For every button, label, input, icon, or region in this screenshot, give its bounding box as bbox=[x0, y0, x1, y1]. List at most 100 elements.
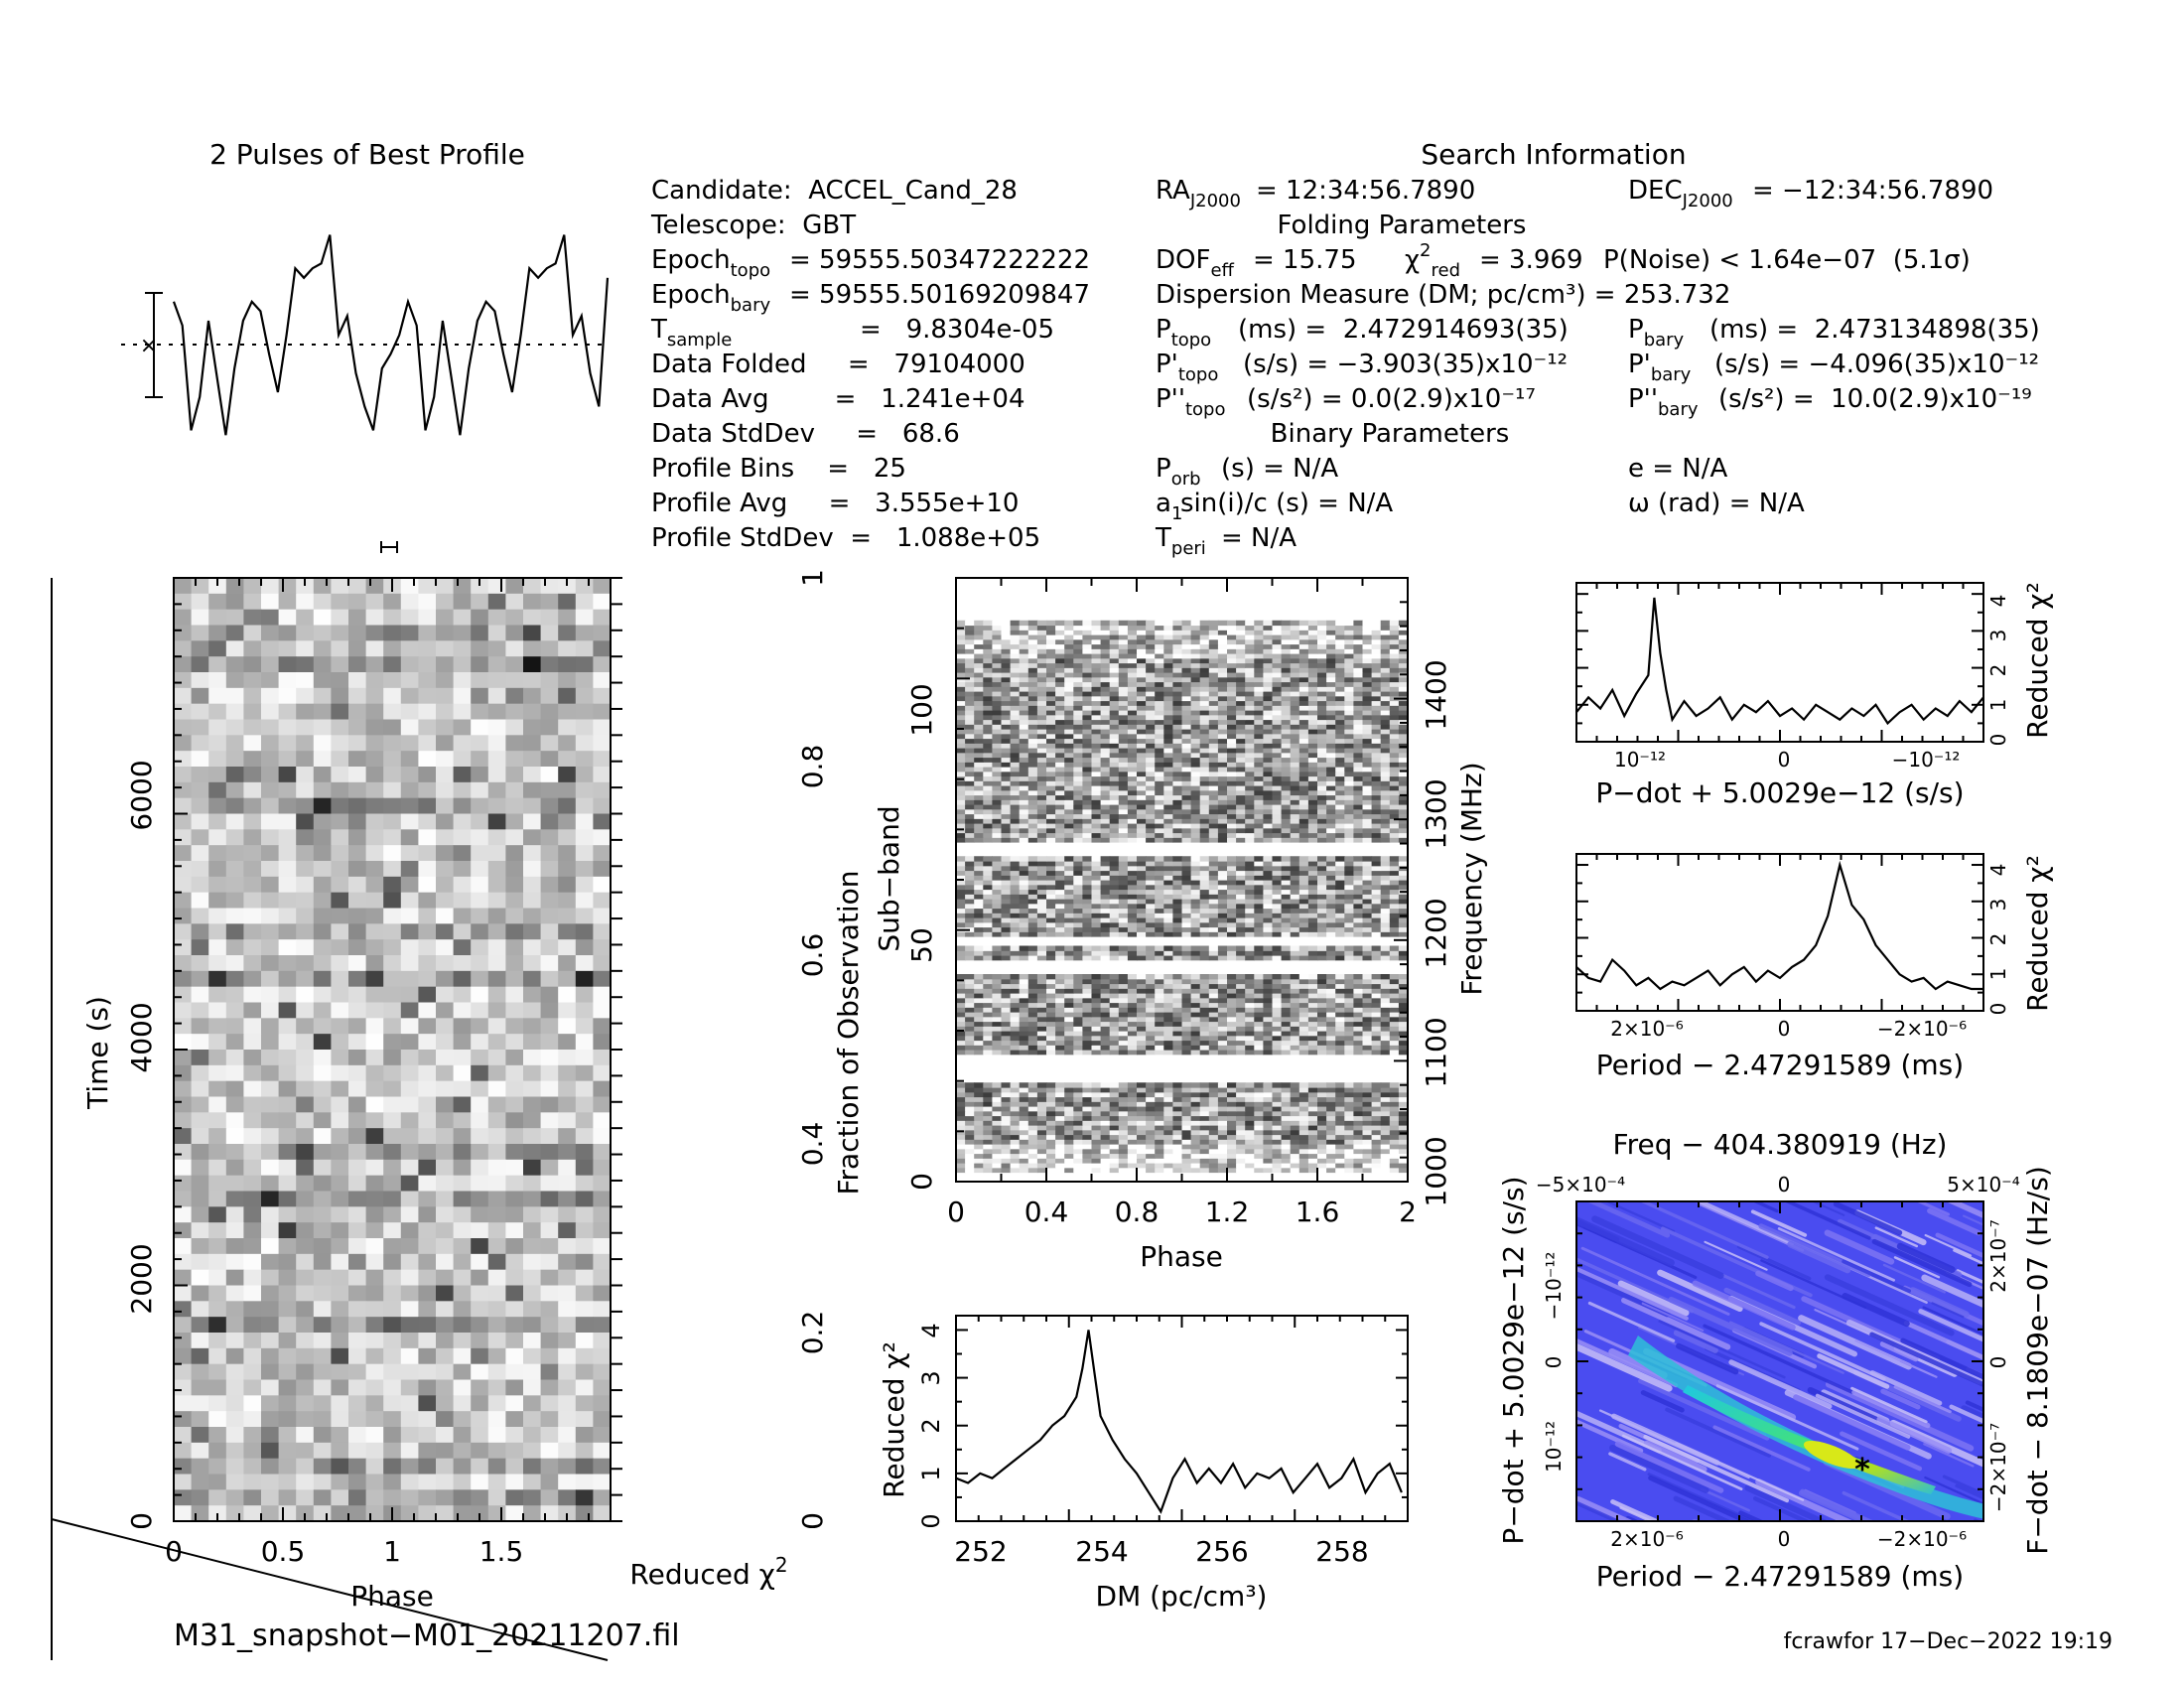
time-phase-cell bbox=[400, 1301, 419, 1318]
subband-cell bbox=[1010, 794, 1021, 800]
time-phase-cell bbox=[418, 578, 437, 595]
subband-cell bbox=[1036, 1134, 1047, 1140]
pddot-topo-value: (s/s²) = 0.0(2.9)x10⁻¹⁷ bbox=[1247, 384, 1536, 414]
time-phase-cell bbox=[400, 1222, 419, 1239]
time-phase-cell bbox=[296, 876, 315, 894]
subband-cell bbox=[1091, 926, 1102, 932]
pdot-topo-value: (s/s) = −3.903(35)x10⁻¹² bbox=[1243, 350, 1568, 379]
subband-cell bbox=[1290, 1110, 1300, 1117]
time-phase-cell bbox=[243, 1064, 262, 1082]
subband-cell bbox=[1100, 1012, 1111, 1018]
subband-cell bbox=[1091, 1035, 1102, 1042]
subband-cell bbox=[1181, 899, 1192, 905]
subband-cell bbox=[1344, 1148, 1354, 1155]
subband-cell bbox=[1263, 978, 1274, 985]
subband-cell bbox=[1208, 827, 1219, 834]
subband-cell bbox=[1064, 1050, 1074, 1055]
time-phase-cell bbox=[575, 845, 594, 862]
subband-cell bbox=[1027, 870, 1038, 876]
time-phase-cell bbox=[593, 1253, 612, 1271]
subband-cell bbox=[1073, 993, 1083, 999]
subband-cell bbox=[1290, 1125, 1300, 1131]
subband-cell bbox=[1046, 1012, 1056, 1018]
time-phase-cell bbox=[296, 1080, 315, 1098]
subband-cell bbox=[1055, 993, 1065, 999]
subband-cell bbox=[1199, 974, 1210, 980]
subband-cell bbox=[1208, 794, 1219, 800]
time-phase-cell bbox=[191, 1395, 209, 1412]
subband-cell bbox=[1027, 832, 1038, 838]
subband-cell bbox=[1010, 861, 1021, 867]
subband-cell bbox=[1353, 1106, 1364, 1112]
time-phase-cell bbox=[191, 908, 209, 924]
subband-cell bbox=[956, 1106, 966, 1112]
subband-cell bbox=[1335, 894, 1345, 900]
subband-cell bbox=[1163, 926, 1173, 932]
subband-cell bbox=[1317, 945, 1327, 951]
time-phase-cell bbox=[365, 1333, 384, 1349]
subband-cell bbox=[1146, 1050, 1156, 1055]
subband-cell bbox=[1335, 1144, 1345, 1150]
time-phase-cell bbox=[348, 1002, 367, 1019]
subband-cell bbox=[1019, 799, 1029, 805]
time-phase-cell bbox=[593, 1206, 612, 1223]
subband-cell bbox=[1100, 903, 1111, 910]
subband-cell bbox=[1055, 799, 1065, 805]
subband-cell bbox=[1137, 832, 1147, 838]
subband-cell bbox=[1298, 1026, 1309, 1032]
subband-cell bbox=[1046, 921, 1056, 928]
subband-cell bbox=[1236, 1134, 1246, 1140]
subband-cell bbox=[1217, 827, 1228, 834]
time-phase-cell bbox=[296, 1238, 315, 1255]
subband-cell bbox=[1019, 1101, 1029, 1107]
subband-cell bbox=[1036, 1045, 1047, 1051]
subband-cell bbox=[1335, 899, 1345, 905]
subband-cell bbox=[1236, 1115, 1246, 1121]
subband-cell bbox=[1036, 808, 1047, 815]
subband-cell bbox=[1010, 899, 1021, 905]
subband-cell bbox=[1344, 804, 1354, 810]
subband-cell bbox=[1127, 880, 1138, 886]
time-phase-cell bbox=[191, 829, 209, 846]
subband-cell bbox=[1001, 889, 1012, 895]
time-phase-cell bbox=[453, 1112, 472, 1129]
subband-cell bbox=[992, 955, 1003, 961]
time-phase-cell bbox=[436, 1222, 455, 1239]
subband-cell bbox=[1317, 1016, 1327, 1023]
subband-cell bbox=[1298, 913, 1309, 918]
subband-cell bbox=[1245, 1158, 1255, 1164]
subband-cell bbox=[956, 993, 966, 999]
subband-cell bbox=[1172, 1082, 1183, 1088]
subband-cell bbox=[1181, 1096, 1192, 1102]
subband-cell bbox=[1027, 993, 1038, 999]
subband-cell bbox=[1073, 931, 1083, 937]
subband-cell bbox=[1137, 1144, 1147, 1150]
subband-cell bbox=[1208, 1040, 1219, 1046]
subband-cell bbox=[1389, 818, 1400, 824]
time-phase-cell bbox=[278, 1080, 297, 1098]
subband-cell bbox=[1398, 837, 1409, 843]
subband-cell bbox=[956, 865, 966, 872]
time-phase-cell bbox=[243, 1301, 262, 1318]
subband-cell bbox=[1064, 894, 1074, 900]
time-phase-cell bbox=[487, 876, 506, 894]
subband-cell bbox=[1109, 794, 1120, 800]
time-phase-cell bbox=[471, 876, 489, 894]
subband-cell bbox=[1326, 921, 1336, 928]
subband-cell bbox=[1073, 1125, 1083, 1131]
time-phase-cell bbox=[383, 892, 402, 910]
time-phase-cell bbox=[436, 609, 455, 627]
subband-cell bbox=[1344, 1050, 1354, 1055]
subband-cell bbox=[1137, 945, 1147, 951]
subband-cell bbox=[1027, 903, 1038, 910]
subband-cell bbox=[1281, 1148, 1292, 1155]
subband-cell bbox=[965, 1101, 975, 1107]
subband-cell bbox=[1073, 1002, 1083, 1008]
subband-cell bbox=[1353, 1139, 1364, 1145]
subband-cell bbox=[1263, 880, 1274, 886]
time-phase-cell bbox=[348, 1379, 367, 1396]
time-phase-cell bbox=[331, 876, 349, 894]
subband-cell bbox=[956, 983, 966, 989]
subband-cell bbox=[965, 837, 975, 843]
time-phase-cell bbox=[348, 1034, 367, 1051]
